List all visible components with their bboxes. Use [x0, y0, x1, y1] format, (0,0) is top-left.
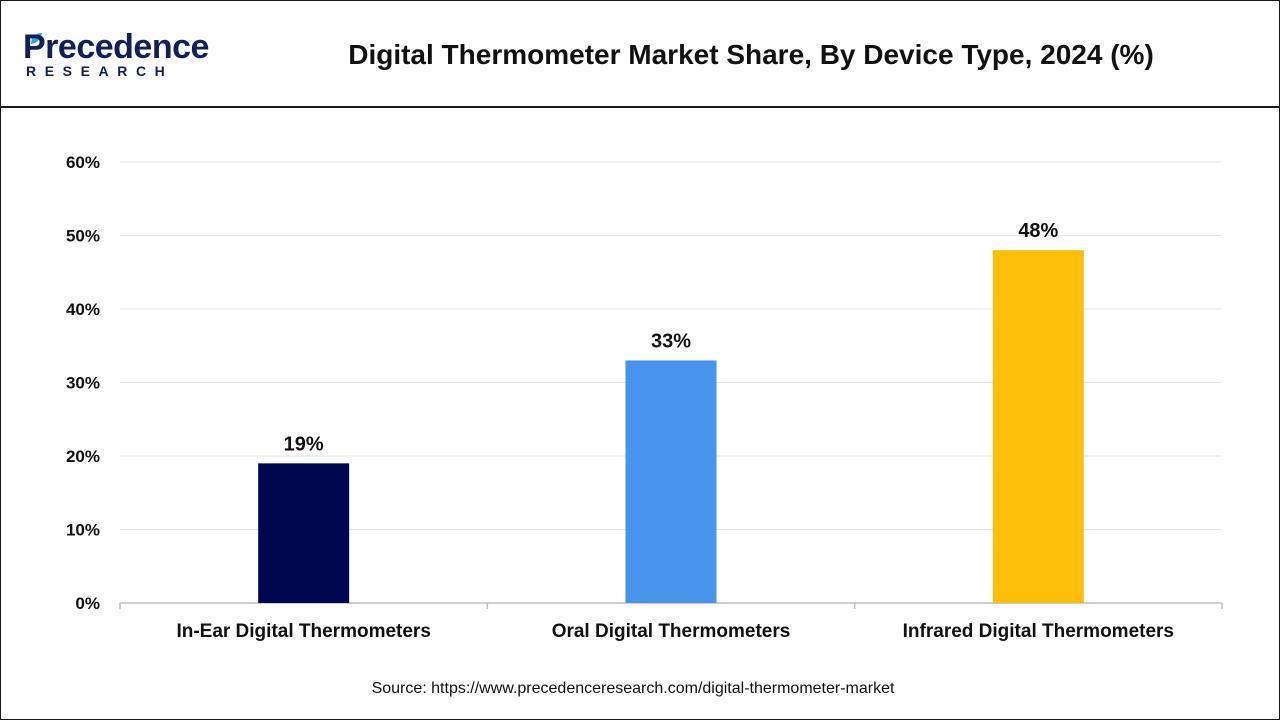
x-tick-label: In-Ear Digital Thermometers — [176, 621, 430, 642]
brand-name: Precedence — [23, 28, 209, 66]
bar — [258, 463, 350, 603]
y-tick-label: 50% — [66, 227, 100, 246]
data-label: 33% — [651, 330, 691, 352]
chart-title: Digital Thermometer Market Share, By Dev… — [348, 39, 1154, 70]
y-tick-label: 60% — [66, 153, 100, 172]
chart-header: Precedence RESEARCH Digital Thermometer … — [1, 1, 1279, 108]
leaf-icon — [31, 33, 42, 44]
source-note: Source: https://www.precedenceresearch.c… — [371, 680, 895, 697]
x-tick-label: Oral Digital Thermometers — [552, 621, 791, 642]
data-label: 48% — [1018, 220, 1058, 242]
bar — [625, 360, 717, 603]
brand-tagline: RESEARCH — [26, 63, 174, 79]
y-tick-label: 10% — [66, 521, 100, 540]
bar — [992, 250, 1084, 603]
y-tick-label: 30% — [66, 374, 100, 393]
y-tick-label: 20% — [66, 447, 100, 466]
y-tick-label: 40% — [66, 300, 100, 319]
y-tick-label: 0% — [75, 594, 100, 613]
data-label: 19% — [284, 433, 324, 455]
brand-logo: Precedence RESEARCH — [23, 29, 223, 85]
x-tick-label: Infrared Digital Thermometers — [903, 621, 1174, 642]
